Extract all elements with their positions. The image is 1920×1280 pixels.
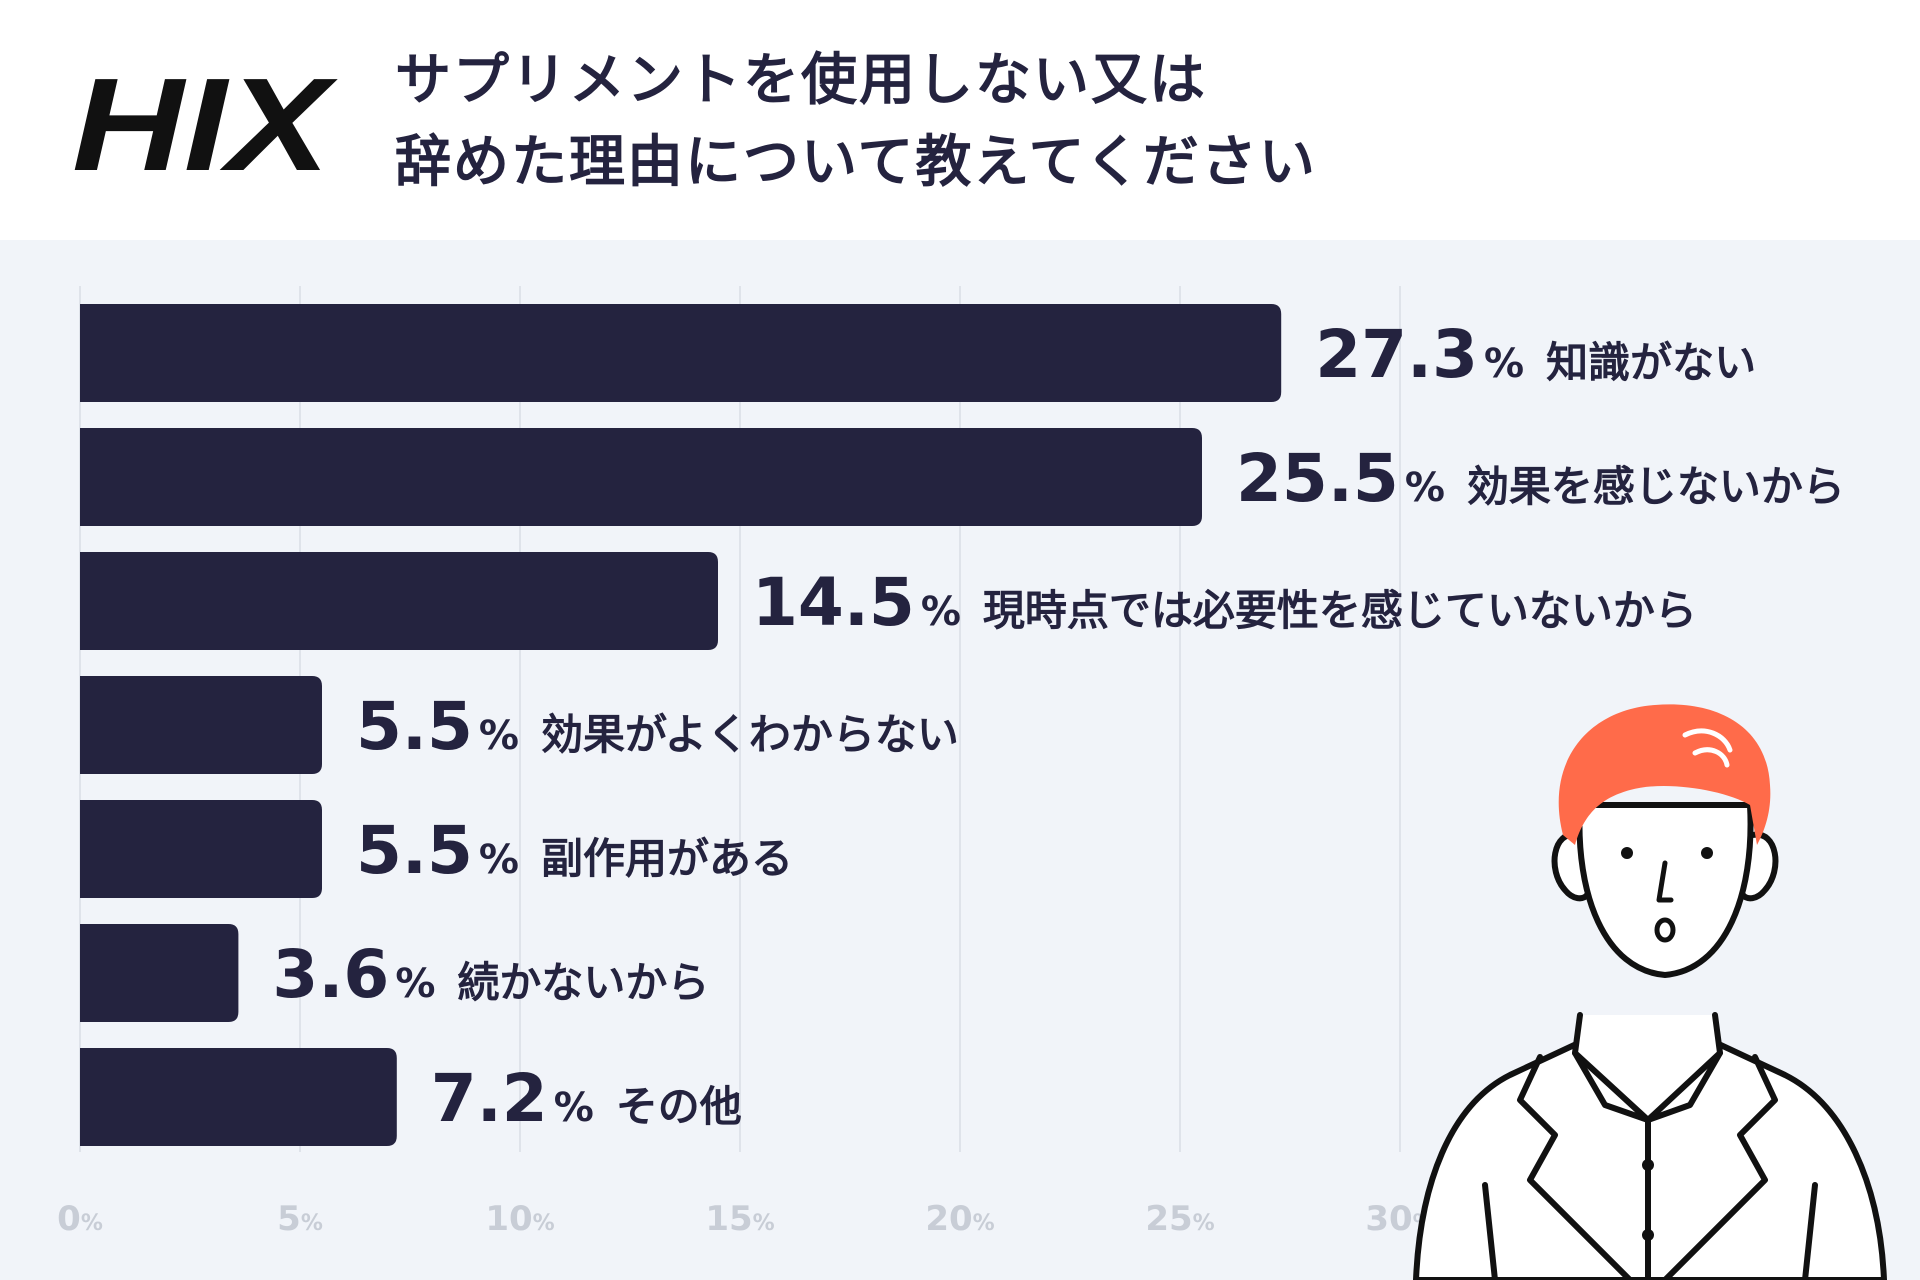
data-label: 5.5% 効果がよくわからない [356, 688, 959, 765]
chart-title-line-2: 辞めた理由について教えてください [395, 130, 1317, 195]
bar [80, 800, 322, 898]
chart-area: 0%5%10%15%20%25%30%27.3%知識がない25.5%効果を感じな… [0, 240, 1920, 1280]
data-label: 14.5% 現時点では必要性を感じていないから [752, 564, 1697, 641]
chart-title: サプリメントを使用しない又は 辞めた理由について教えてください [395, 40, 1317, 204]
data-label: 3.6% 続かないから [272, 936, 709, 1013]
data-label: 7.2% その他 [431, 1060, 742, 1137]
bar [80, 676, 322, 774]
logo-text: HIX [72, 58, 338, 188]
bar-chart: 0%5%10%15%20%25%30%27.3%知識がない25.5%効果を感じな… [57, 286, 1845, 1239]
x-tick-label: 10% [485, 1199, 554, 1239]
header: HIX サプリメントを使用しない又は 辞めた理由について教えてください [0, 0, 1920, 240]
bar [80, 304, 1282, 402]
x-tick-label: 0% [57, 1199, 103, 1239]
x-tick-label: 5% [277, 1199, 323, 1239]
bar [80, 428, 1202, 526]
bar [80, 1048, 397, 1146]
hix-logo: HIX [72, 58, 338, 188]
data-label: 5.5% 副作用がある [356, 812, 793, 889]
x-tick-label: 15% [705, 1199, 774, 1239]
bar [80, 924, 239, 1022]
bar [80, 552, 718, 650]
x-tick-label: 20% [925, 1199, 994, 1239]
chart-title-line-1: サプリメントを使用しない又は [395, 48, 1207, 113]
person-head [1551, 704, 1779, 978]
x-tick-label: 25% [1145, 1199, 1214, 1239]
data-label: 27.3% 知識がない [1315, 316, 1756, 393]
data-label: 25.5% 効果を感じないから [1236, 440, 1845, 517]
surprised-man-icon [1413, 1012, 1887, 1280]
